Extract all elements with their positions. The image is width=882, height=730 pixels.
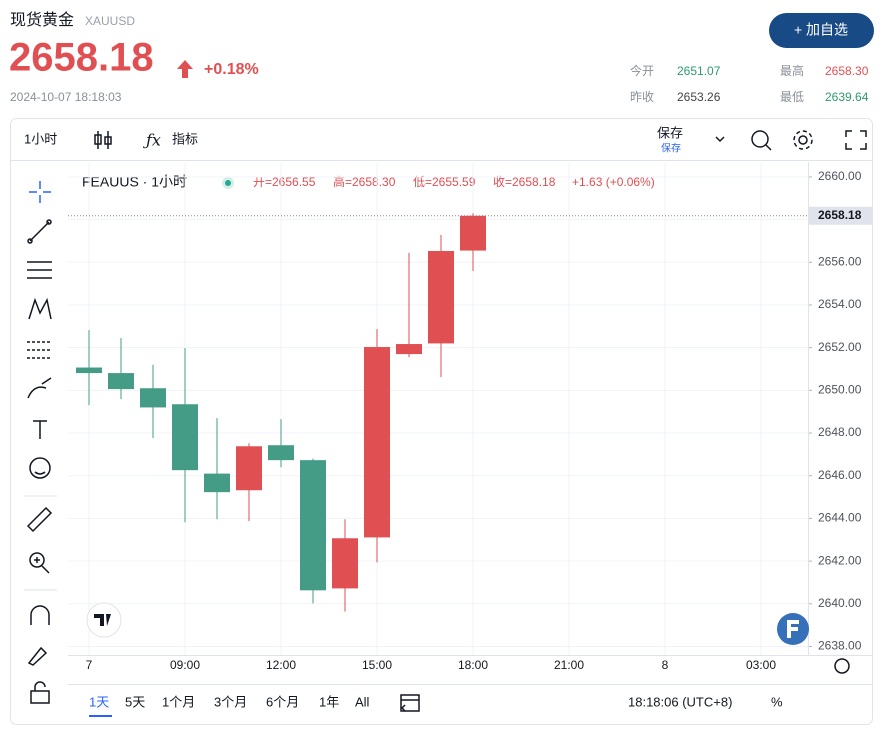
chart-type-icon[interactable]	[94, 131, 112, 149]
x-tick-label: 15:00	[362, 658, 392, 672]
fullscreen-icon[interactable]	[845, 130, 867, 150]
save[interactable]: 保存	[657, 125, 683, 140]
range-button[interactable]: All	[355, 694, 370, 709]
y-tick-label: 2652.00	[818, 340, 862, 354]
legend: 开=2656.55 高=2658.30 低=2655.59 收=2658.18 +1.6…	[253, 174, 655, 189]
alert-icon[interactable]	[751, 130, 772, 151]
x-tick-label: 7	[86, 658, 93, 672]
legend-item: 收=2658.18	[493, 175, 556, 189]
last-price-tag	[809, 206, 872, 225]
fx-icon[interactable]: ƒx	[143, 131, 161, 150]
up-arrow	[177, 60, 193, 78]
y-tick-label: 2644.00	[818, 511, 862, 525]
range-button[interactable]: 6个月	[266, 694, 299, 709]
price: 2658.18	[9, 36, 154, 80]
candle-body	[396, 344, 422, 355]
save-sub[interactable]: 保存	[661, 142, 681, 155]
range-button[interactable]: 1年	[319, 694, 339, 709]
stat-value: 2639.64	[825, 90, 869, 104]
save-menu[interactable]	[715, 136, 725, 143]
stat-label: 最低	[780, 90, 804, 104]
candle-body	[236, 446, 262, 491]
candle-body	[140, 388, 166, 408]
drawing-tools[interactable]	[26, 181, 53, 704]
x-tick-label: 18:00	[458, 658, 488, 672]
watch-button-label[interactable]: + 加自选	[794, 22, 848, 38]
indicators[interactable]: 指标	[172, 131, 198, 146]
legend-item: 低=2655.59	[413, 175, 476, 189]
y-tick-label: 2640.00	[818, 596, 862, 610]
candle-body	[460, 215, 486, 251]
stat-value: 2653.26	[677, 90, 721, 104]
date-range-icon[interactable]	[400, 694, 420, 712]
percent-toggle[interactable]: %	[771, 694, 783, 709]
f-logo	[787, 620, 799, 638]
candle-body	[428, 250, 454, 344]
watch-button[interactable]	[769, 13, 874, 48]
stat-value: 2651.07	[677, 64, 721, 78]
range-button[interactable]: 1个月	[162, 694, 195, 709]
candle-body	[332, 538, 358, 589]
interval[interactable]: 1小时	[24, 131, 57, 146]
stat-label: 昨收	[630, 90, 654, 104]
candle-body	[268, 445, 294, 461]
axis-settings[interactable]	[834, 658, 850, 674]
range-button[interactable]: 5天	[125, 694, 145, 709]
candle-body	[364, 347, 390, 538]
clock: 18:18:06 (UTC+8)	[628, 694, 732, 709]
y-tick-label: 2660.00	[818, 169, 862, 183]
candle-body	[108, 373, 134, 390]
y-tick-label: 2648.00	[818, 425, 862, 439]
settings-icon[interactable]	[793, 130, 813, 150]
range-button[interactable]: 1天	[89, 694, 109, 709]
legend-item: 开=2656.55	[253, 175, 316, 189]
y-tick-label: 2654.00	[818, 297, 862, 311]
stat-value: 2658.30	[825, 64, 869, 78]
chart-title: FEAUUS · 1小时	[82, 174, 187, 190]
y-tick-label: 2656.00	[818, 254, 862, 268]
range-button[interactable]: 3个月	[214, 694, 247, 709]
x-tick-label: 21:00	[554, 658, 584, 672]
range-buttons: 1天 5天 1个月 3个月 6个月 1年 All	[89, 694, 370, 709]
tv-logo	[94, 614, 111, 626]
candle-body	[204, 473, 230, 493]
asset-name: 现货黄金	[10, 11, 74, 29]
price-change: +0.18%	[204, 61, 259, 78]
y-tick-label: 2638.00	[818, 639, 862, 653]
stat-label: 最高	[780, 63, 804, 78]
candle-body	[172, 404, 198, 471]
chart-frame	[10, 118, 873, 725]
y-tick-label: 2650.00	[818, 383, 862, 397]
stat-label: 今开	[630, 63, 654, 78]
y-tick-label: 2642.00	[818, 553, 862, 567]
last-price-label: 2658.18	[818, 208, 862, 222]
status-dot	[225, 180, 231, 186]
legend-item: +1.63 (+0.06%)	[572, 175, 655, 189]
candle-body	[300, 460, 326, 591]
x-tick-label: 03:00	[746, 658, 776, 672]
timestamp: 2024-10-07 18:18:03	[10, 90, 122, 104]
x-tick-label: 12:00	[266, 658, 296, 672]
asset-symbol: XAUUSD	[85, 14, 135, 28]
plot: 2638.00 2640.00 2642.00 2644.00 2646.00 2648.…	[68, 162, 872, 672]
y-tick-label: 2646.00	[818, 468, 862, 482]
x-tick-label: 09:00	[170, 658, 200, 672]
candle-body	[76, 367, 102, 374]
x-tick-label: 8	[662, 658, 669, 672]
legend-item: 高=2658.30	[333, 174, 396, 189]
